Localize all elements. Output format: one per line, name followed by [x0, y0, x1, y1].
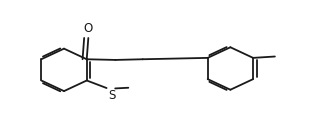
- Text: O: O: [84, 22, 93, 35]
- Text: S: S: [108, 89, 116, 102]
